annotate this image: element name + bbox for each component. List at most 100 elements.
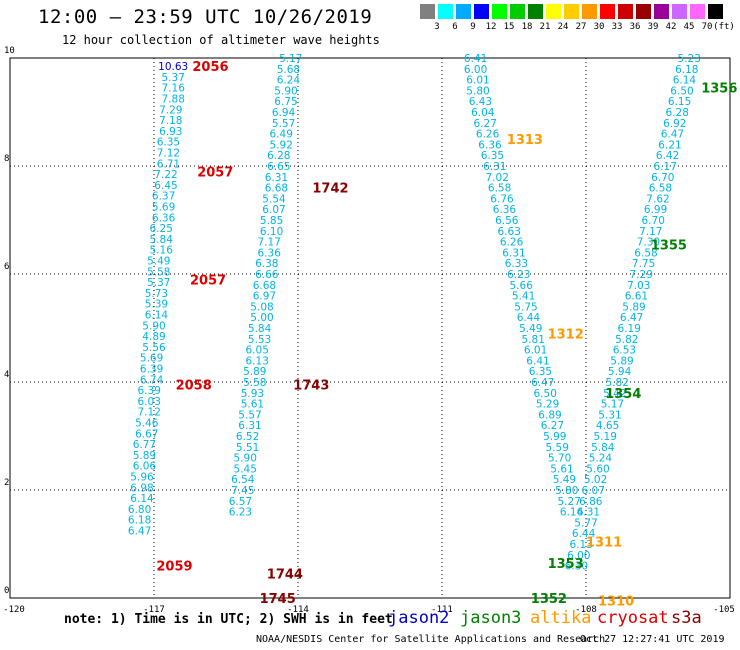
wave-height-value: 6.07 [262,204,285,216]
wave-height-value: 6.03 [138,396,161,408]
wave-height-value: 6.36 [152,212,176,224]
latitude-label: 8 [4,154,10,164]
wave-height-value: 7.75 [632,258,655,270]
longitude-label: -111 [431,605,453,615]
wave-height-value: 6.41 [464,53,487,65]
wave-height-value: 6.50 [534,388,557,400]
wave-height-value: 6.39 [138,385,161,397]
wave-height-value: 5.27 [558,496,581,508]
wave-height-value: 6.67 [135,428,158,440]
wave-height-value: 6.14 [145,310,169,322]
wave-height-value: 4.89 [142,331,165,343]
wave-height-value: 6.97 [253,291,276,303]
wave-height-value: 6.57 [229,496,252,508]
legend-swatch [528,4,543,19]
legend-swatch [456,4,471,19]
wave-height-value: 5.99 [543,431,566,443]
wave-height-value: 5.37 [147,277,170,289]
plot-frame [9,57,731,599]
mission-altika: altika [530,608,592,628]
wave-height-value: 6.14 [673,75,697,87]
wave-height-value: 6.25 [150,223,173,235]
legend-label: 21 [539,22,551,32]
wave-height-value: 5.17 [279,53,302,65]
legend-swatch [618,4,633,19]
legend-swatch [636,4,651,19]
wave-height-value: 7.88 [162,94,185,106]
legend-label: 15 [503,22,515,32]
longitude-label: -114 [287,605,309,615]
wave-height-value: 6.54 [231,474,255,486]
wave-height-value: 5.19 [594,431,617,443]
legend-label: 6 [452,22,458,32]
wave-height-value: 7.12 [138,407,161,419]
longitude-label: -105 [713,605,735,615]
pass-time-label: 2059 [156,560,192,575]
wave-height-value: 6.13 [570,539,593,551]
grid-lines [10,58,730,598]
wave-height-value: 6.19 [618,323,641,335]
wave-height-value: 5.56 [142,342,166,354]
pass-time-label: 1313 [507,133,543,148]
wave-height-value: 6.37 [152,191,175,203]
pass-time-label: 2057 [197,165,233,180]
subtitle: 12 hour collection of altimeter wave hei… [62,33,380,47]
wave-height-value: 5.29 [536,399,559,411]
wave-height-value: 6.93 [159,126,182,138]
wave-height-value: 5.46 [135,418,159,430]
wave-height-value: 5.42 [603,388,626,400]
credit-text: NOAA/NESDIS Center for Satellite Applica… [256,634,606,645]
pass-time-label: 1353 [548,557,584,572]
wave-height-value: 5.53 [248,334,271,346]
wave-height-value: 7.22 [154,169,177,181]
wave-height-value: 6.18 [128,515,151,527]
legend-label: 39 [647,22,659,32]
wave-height-value: 5.23 [678,53,701,65]
wave-height-value: 7.17 [639,226,662,238]
legend-swatch [690,4,705,19]
wave-height-value: 6.70 [651,172,674,184]
pass-time-label: 1310 [598,595,634,610]
legend-swatch [600,4,615,19]
time-labels: 2056 2057 2057 2058 2059 1742 1743 1744 1745 1313… [156,60,737,610]
wave-height-value: 6.76 [490,193,514,205]
pass-time-label: 1354 [605,387,641,402]
wave-height-value: 6.49 [270,129,293,141]
wave-height-value: 6.56 [495,215,519,227]
pass-time-label: 1311 [586,535,622,550]
wave-height-value: 5.85 [260,215,283,227]
wave-height-value: 6.26 [476,129,500,141]
wave-height-value: 5.16 [150,245,174,257]
wave-height-value: 6.58 [488,183,511,195]
wave-height-value: 6.50 [670,85,693,97]
wave-height-value: 5.61 [550,463,573,475]
wave-height-value: 5.02 [584,474,607,486]
wave-height-value: 5.90 [234,453,257,465]
longitude-label: -120 [3,605,25,615]
wave-height-value: 5.60 [586,463,609,475]
wave-height-value: 6.33 [505,258,528,270]
wave-height-value: 5.82 [606,377,629,389]
wave-height-value: 6.65 [267,161,290,173]
wave-height-value: 5.39 [145,299,168,311]
wave-height-value: 6.06 [133,461,157,473]
wave-height-value: 5.08 [250,301,273,313]
wave-height-value: 5.69 [140,353,163,365]
wave-height-value: 6.14 [130,493,154,505]
wave-height-value: 5.96 [130,472,154,484]
wave-height-value: 6.13 [246,355,269,367]
wave-height-value: 5.77 [574,517,597,529]
wave-height-value: 5.24 [589,453,613,465]
wave-height-value: 7.12 [157,148,180,160]
wave-height-value: 6.23 [229,507,252,519]
wave-height-value: 5.80 [466,85,489,97]
wave-height-value: 5.58 [243,377,266,389]
legend-swatch [546,4,561,19]
longitude-label: -108 [575,605,597,615]
wave-height-value: 5.45 [234,463,257,475]
wave-height-value: 6.28 [267,150,290,162]
wave-height-value: 5.57 [238,409,261,421]
wave-height-value: 6.77 [133,439,156,451]
wave-height-value: 6.80 [128,504,151,516]
wave-height-value: 5.00 [250,312,273,324]
